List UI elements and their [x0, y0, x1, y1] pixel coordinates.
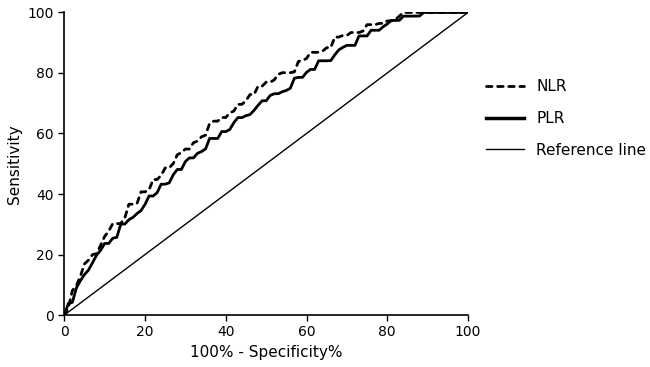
X-axis label: 100% - Specificity%: 100% - Specificity% [190, 345, 343, 360]
Y-axis label: Sensitivity: Sensitivity [7, 124, 22, 204]
Legend: NLR, PLR, Reference line: NLR, PLR, Reference line [480, 73, 650, 164]
